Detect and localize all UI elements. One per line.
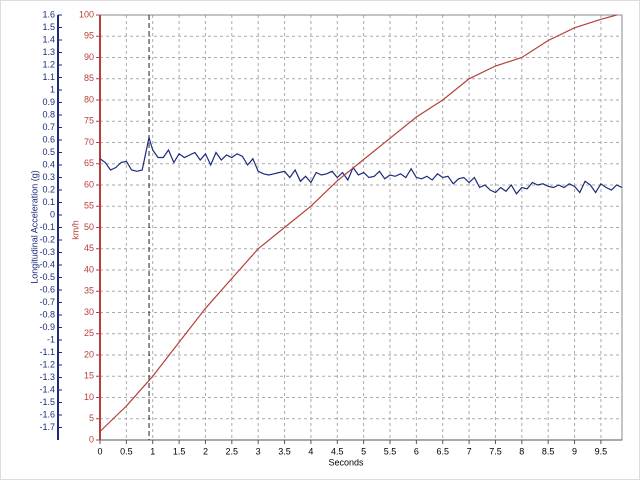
y-tick-label: 0.4 xyxy=(42,159,55,169)
y-tick-label: -0.8 xyxy=(39,309,55,319)
y-tick-label: 0.5 xyxy=(42,147,55,157)
y-tick-label: 1.4 xyxy=(42,34,55,44)
x-tick-label: 4 xyxy=(308,446,313,456)
y2-axis-title: km/h xyxy=(70,220,80,240)
y-tick-label: -0.2 xyxy=(39,234,55,244)
y2-tick-label: 0 xyxy=(89,434,94,444)
y2-tick-label: 70 xyxy=(84,137,94,147)
y2-tick-label: 85 xyxy=(84,73,94,83)
y2-tick-label: 75 xyxy=(84,116,94,126)
y-tick-label: -1 xyxy=(47,334,55,344)
x-tick-label: 9.5 xyxy=(595,446,608,456)
y-tick-label: -1.3 xyxy=(39,372,55,382)
x-tick-label: 3.5 xyxy=(278,446,291,456)
y2-tick-label: 35 xyxy=(84,286,94,296)
x-tick-label: 7.5 xyxy=(489,446,502,456)
y2-tick-label: 90 xyxy=(84,52,94,62)
x-tick-label: 3 xyxy=(256,446,261,456)
y-tick-label: -0.9 xyxy=(39,322,55,332)
y-tick-label: 1.1 xyxy=(42,72,55,82)
y-tick-label: -0.3 xyxy=(39,247,55,257)
y-tick-label: -0.5 xyxy=(39,272,55,282)
x-tick-label: 5 xyxy=(361,446,366,456)
x-tick-label: 6 xyxy=(414,446,419,456)
y2-tick-label: 15 xyxy=(84,371,94,381)
y-tick-label: -1.4 xyxy=(39,384,55,394)
y-tick-label: 0 xyxy=(50,209,55,219)
y-tick-label: 1.6 xyxy=(42,9,55,19)
y-tick-label: -1.2 xyxy=(39,359,55,369)
x-tick-label: 4.5 xyxy=(331,446,344,456)
x-tick-label: 2.5 xyxy=(226,446,239,456)
y-tick-label: -0.6 xyxy=(39,284,55,294)
y2-tick-label: 40 xyxy=(84,264,94,274)
y-tick-label: 0.6 xyxy=(42,134,55,144)
x-tick-label: 8.5 xyxy=(542,446,555,456)
y-tick-label: 0.9 xyxy=(42,97,55,107)
x-axis-title: Seconds xyxy=(328,457,364,467)
y-tick-label: 0.3 xyxy=(42,172,55,182)
y-tick-label: -1.6 xyxy=(39,409,55,419)
y-tick-label: -0.7 xyxy=(39,297,55,307)
y-tick-label: -1.7 xyxy=(39,422,55,432)
x-tick-label: 7 xyxy=(467,446,472,456)
series-line xyxy=(99,137,623,195)
y-tick-label: -0.4 xyxy=(39,259,55,269)
x-tick-label: 8 xyxy=(519,446,524,456)
x-tick-label: 0.5 xyxy=(120,446,133,456)
y-tick-label: 1 xyxy=(50,84,55,94)
y-tick-label: -1.1 xyxy=(39,347,55,357)
y-tick-label: -0.1 xyxy=(39,222,55,232)
x-tick-label: 1 xyxy=(150,446,155,456)
y2-tick-label: 95 xyxy=(84,31,94,41)
y-tick-label: 1.2 xyxy=(42,59,55,69)
y-tick-label: -1.5 xyxy=(39,397,55,407)
y2-tick-label: 30 xyxy=(84,307,94,317)
y2-tick-label: 100 xyxy=(79,9,94,19)
x-tick-label: 9 xyxy=(572,446,577,456)
y2-tick-label: 10 xyxy=(84,392,94,402)
x-tick-label: 1.5 xyxy=(173,446,186,456)
x-tick-label: 0 xyxy=(97,446,102,456)
x-tick-label: 2 xyxy=(203,446,208,456)
y2-tick-label: 80 xyxy=(84,94,94,104)
y-tick-label: 0.7 xyxy=(42,122,55,132)
y-tick-label: 0.8 xyxy=(42,109,55,119)
y-axis-title: Longitudinal Acceleration (g) xyxy=(29,170,39,284)
series-line xyxy=(99,14,617,432)
y-tick-label: 0.1 xyxy=(42,197,55,207)
y-tick-label: 0.2 xyxy=(42,184,55,194)
y2-tick-label: 65 xyxy=(84,158,94,168)
x-tick-label: 5.5 xyxy=(384,446,397,456)
y2-tick-label: 60 xyxy=(84,179,94,189)
x-tick-label: 6.5 xyxy=(436,446,449,456)
y2-tick-label: 25 xyxy=(84,328,94,338)
y2-tick-label: 20 xyxy=(84,349,94,359)
y2-tick-label: 50 xyxy=(84,222,94,232)
y2-tick-label: 5 xyxy=(89,413,94,423)
y-tick-label: 1.3 xyxy=(42,47,55,57)
y2-tick-label: 55 xyxy=(84,201,94,211)
y2-tick-label: 45 xyxy=(84,243,94,253)
y-tick-label: 1.5 xyxy=(42,22,55,32)
